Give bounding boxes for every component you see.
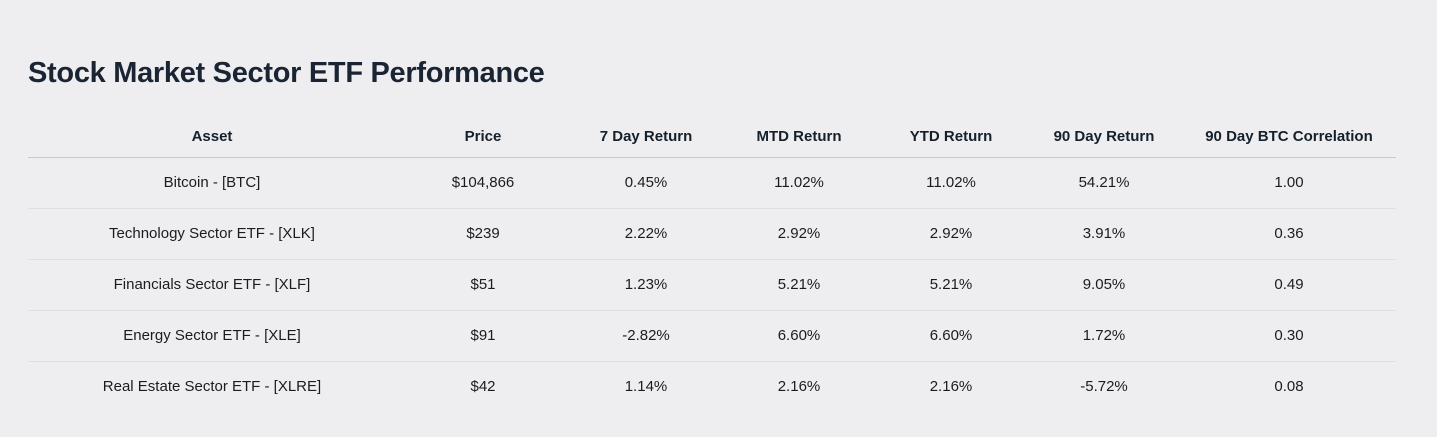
90-day-btc-correlation-cell: 0.36 (1182, 207, 1396, 260)
column-header-asset: Asset (28, 119, 396, 158)
7-day-return-cell: 2.22% (570, 207, 722, 260)
page-title: Stock Market Sector ETF Performance (28, 57, 545, 89)
mtd-return-cell: 2.92% (722, 207, 876, 260)
mtd-return-cell: 11.02% (774, 174, 824, 192)
asset-cell: Real Estate Sector ETF - [XLRE] (28, 360, 396, 412)
90-day-return-cell: -5.72% (1026, 360, 1182, 412)
column-header-ytd-return: YTD Return (876, 119, 1026, 158)
mtd-return-cell: 6.60% (722, 309, 876, 362)
price-cell: $42 (396, 360, 570, 412)
7-day-return-cell: 1.14% (570, 360, 722, 412)
column-header-7-day-return: 7 Day Return (570, 119, 722, 158)
7-day-return-cell: -2.82% (570, 309, 722, 362)
column-header-price: Price (396, 119, 570, 158)
90-day-return-cell: 1.72% (1026, 309, 1182, 362)
price-cell: $51 (396, 258, 570, 311)
asset-cell: Technology Sector ETF - [XLK] (28, 207, 396, 260)
price-cell: $104,866 (451, 174, 515, 192)
90-day-btc-correlation-cell: 1.00 (1274, 174, 1304, 192)
table-body: Bitcoin - [BTC] $104,866 0.45% 11.02% 11… (28, 157, 1396, 412)
7-day-return-cell: 1.23% (570, 258, 722, 311)
90-day-btc-correlation-cell: 0.08 (1182, 360, 1396, 412)
mtd-return-cell: 5.21% (722, 258, 876, 311)
asset-cell: Energy Sector ETF - [XLE] (28, 309, 396, 362)
header-row: Asset Price 7 Day Return MTD Return YTD … (28, 119, 1396, 158)
column-header-90-day-return: 90 Day Return (1026, 119, 1182, 158)
table-row: Energy Sector ETF - [XLE] $91 -2.82% 6.6… (28, 309, 1396, 362)
ytd-return-cell: 5.21% (876, 258, 1026, 311)
ytd-return-cell: 11.02% (926, 174, 976, 192)
table-header: Asset Price 7 Day Return MTD Return YTD … (28, 119, 1396, 158)
column-header-mtd-return: MTD Return (722, 119, 876, 158)
90-day-return-cell: 3.91% (1026, 207, 1182, 260)
7-day-return-cell: 0.45% (624, 174, 668, 192)
ytd-return-cell: 2.16% (876, 360, 1026, 412)
column-header-90-day-btc-correlation: 90 Day BTC Correlation (1182, 119, 1396, 158)
price-cell: $91 (396, 309, 570, 362)
table-row: Technology Sector ETF - [XLK] $239 2.22%… (28, 207, 1396, 260)
etf-performance-table: Asset Price 7 Day Return MTD Return YTD … (28, 119, 1396, 412)
90-day-return-cell: 9.05% (1026, 258, 1182, 311)
90-day-btc-correlation-cell: 0.30 (1182, 309, 1396, 362)
90-day-btc-correlation-cell: 0.49 (1182, 258, 1396, 311)
table-row: Real Estate Sector ETF - [XLRE] $42 1.14… (28, 360, 1396, 412)
price-cell: $239 (396, 207, 570, 260)
asset-cell: Bitcoin - [BTC] (163, 174, 261, 192)
table-row: Financials Sector ETF - [XLF] $51 1.23% … (28, 258, 1396, 311)
table-row: Bitcoin - [BTC] $104,866 0.45% 11.02% 11… (28, 157, 1396, 208)
asset-cell: Financials Sector ETF - [XLF] (28, 258, 396, 311)
90-day-return-cell: 54.21% (1078, 174, 1130, 192)
ytd-return-cell: 6.60% (876, 309, 1026, 362)
mtd-return-cell: 2.16% (722, 360, 876, 412)
ytd-return-cell: 2.92% (876, 207, 1026, 260)
